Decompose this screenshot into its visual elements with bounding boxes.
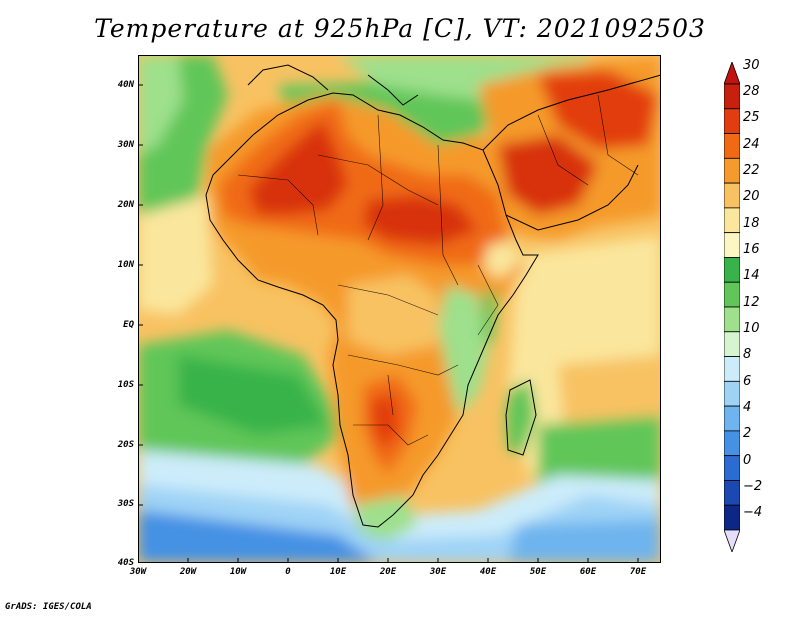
colorbar-label: 0 <box>743 453 752 468</box>
colorbar-label: 25 <box>743 110 760 125</box>
colorbar-segment <box>723 306 741 333</box>
border-line <box>477 264 499 336</box>
colorbar-segment <box>723 480 741 506</box>
colorbar-label: 18 <box>743 216 760 231</box>
central-sahel-hottest-zone <box>363 195 478 245</box>
colorbar-segment <box>723 430 741 457</box>
arabia-hottest-zone <box>498 135 598 215</box>
border-line <box>337 284 439 316</box>
lon-label: 20W <box>179 567 197 577</box>
border-line <box>597 94 639 176</box>
map-title: Temperature at 925hPa [C], VT: 202109250… <box>94 14 706 43</box>
colorbar-segment <box>723 257 741 283</box>
border-line <box>317 154 439 206</box>
colorbar-label: 10 <box>743 321 760 336</box>
lon-label: 10E <box>329 567 347 577</box>
madagascar-green-zone <box>506 380 536 455</box>
colorbar-segment <box>723 504 741 531</box>
colorbar-segment <box>723 356 741 382</box>
iran-hot-zone <box>538 70 658 150</box>
lat-label: 10S <box>117 380 134 390</box>
colorbar-label: 16 <box>743 242 760 257</box>
colorbar-segment <box>723 157 741 184</box>
lon-label: 60E <box>579 567 597 577</box>
border-line <box>237 174 319 236</box>
colorbar-segment <box>723 455 741 481</box>
italy-coastline <box>367 74 419 106</box>
lon-label: 0 <box>285 567 291 577</box>
lat-label: 10N <box>117 260 134 270</box>
lon-label: 20E <box>379 567 397 577</box>
lon-label: 50E <box>529 567 547 577</box>
border-line <box>537 114 589 186</box>
western-sahara-hottest-zone <box>248 120 348 215</box>
colorbar-label: 28 <box>743 84 760 99</box>
border-line <box>387 374 394 416</box>
lat-label: 20N <box>117 200 134 210</box>
lat-label: 20S <box>117 440 134 450</box>
coastlines <box>205 64 661 528</box>
africa-coastline <box>205 92 539 528</box>
southern-ocean-east-blue-zone <box>508 520 661 563</box>
border-line <box>353 424 429 446</box>
iberia-coastline <box>247 64 329 91</box>
credit-text: GrADS: IGES/COLA <box>5 602 92 612</box>
asia-coastline <box>482 74 661 151</box>
north-atlantic-pale-zone <box>138 55 183 155</box>
lon-label: 10W <box>229 567 247 577</box>
east-africa-coast-green-zone <box>483 290 498 345</box>
colorbar-segment <box>723 281 741 308</box>
colorbar-label: 24 <box>743 137 760 152</box>
colorbar-label: −2 <box>743 479 763 494</box>
temperature-map <box>138 55 661 563</box>
colorbar-label: 12 <box>743 295 760 310</box>
colorbar-segment <box>723 133 741 159</box>
colorbar <box>723 60 741 554</box>
colorbar-label: −4 <box>743 505 763 520</box>
lat-label: 40N <box>117 80 134 90</box>
lat-label: 30S <box>117 499 134 509</box>
lat-label: 30N <box>117 140 134 150</box>
colorbar-segment <box>723 380 741 407</box>
colorbar-segment <box>723 405 741 432</box>
lon-label: 30E <box>429 567 447 577</box>
colorbar-segment <box>723 108 741 134</box>
lon-label: 30W <box>129 567 147 577</box>
colorbar-bottom-cap <box>723 529 741 554</box>
colorbar-segment <box>723 207 741 234</box>
east-africa-highlands-zone <box>438 285 488 415</box>
madagascar-coastline <box>505 379 537 456</box>
colorbar-label: 22 <box>743 163 760 178</box>
south-indian-green-zone <box>538 415 661 495</box>
colorbar-label: 6 <box>743 374 752 389</box>
colorbar-graphic <box>723 60 741 554</box>
colorbar-segment <box>723 331 741 357</box>
colorbar-label: 8 <box>743 347 752 362</box>
map-frame <box>138 55 661 563</box>
colorbar-top-cap <box>723 60 741 85</box>
colorbar-label: 14 <box>743 268 760 283</box>
colorbar-label: 2 <box>743 426 752 441</box>
lon-label: 70E <box>629 567 647 577</box>
congo-basin-mild-zone <box>348 275 438 355</box>
colorbar-label: 30 <box>743 58 760 73</box>
temperature-field <box>138 55 661 563</box>
border-line <box>367 114 384 241</box>
lon-label: 40E <box>479 567 497 577</box>
colorbar-segment <box>723 83 741 110</box>
border-line <box>437 144 459 286</box>
lat-label: EQ <box>123 320 134 330</box>
colorbar-segment <box>723 232 741 258</box>
arabia-coastline <box>505 164 639 231</box>
colorbar-label: 4 <box>743 400 752 415</box>
south-atlantic-dark-green-zone <box>178 355 328 435</box>
country-borders <box>237 94 639 446</box>
lat-label: 40S <box>117 558 134 568</box>
colorbar-label: 20 <box>743 189 760 204</box>
border-line <box>347 354 459 376</box>
west-atlantic-pale-zone <box>138 195 213 315</box>
colorbar-segment <box>723 182 741 209</box>
southern-ocean-blue-zone <box>138 510 378 563</box>
ethiopian-highlands-zone <box>483 240 518 280</box>
